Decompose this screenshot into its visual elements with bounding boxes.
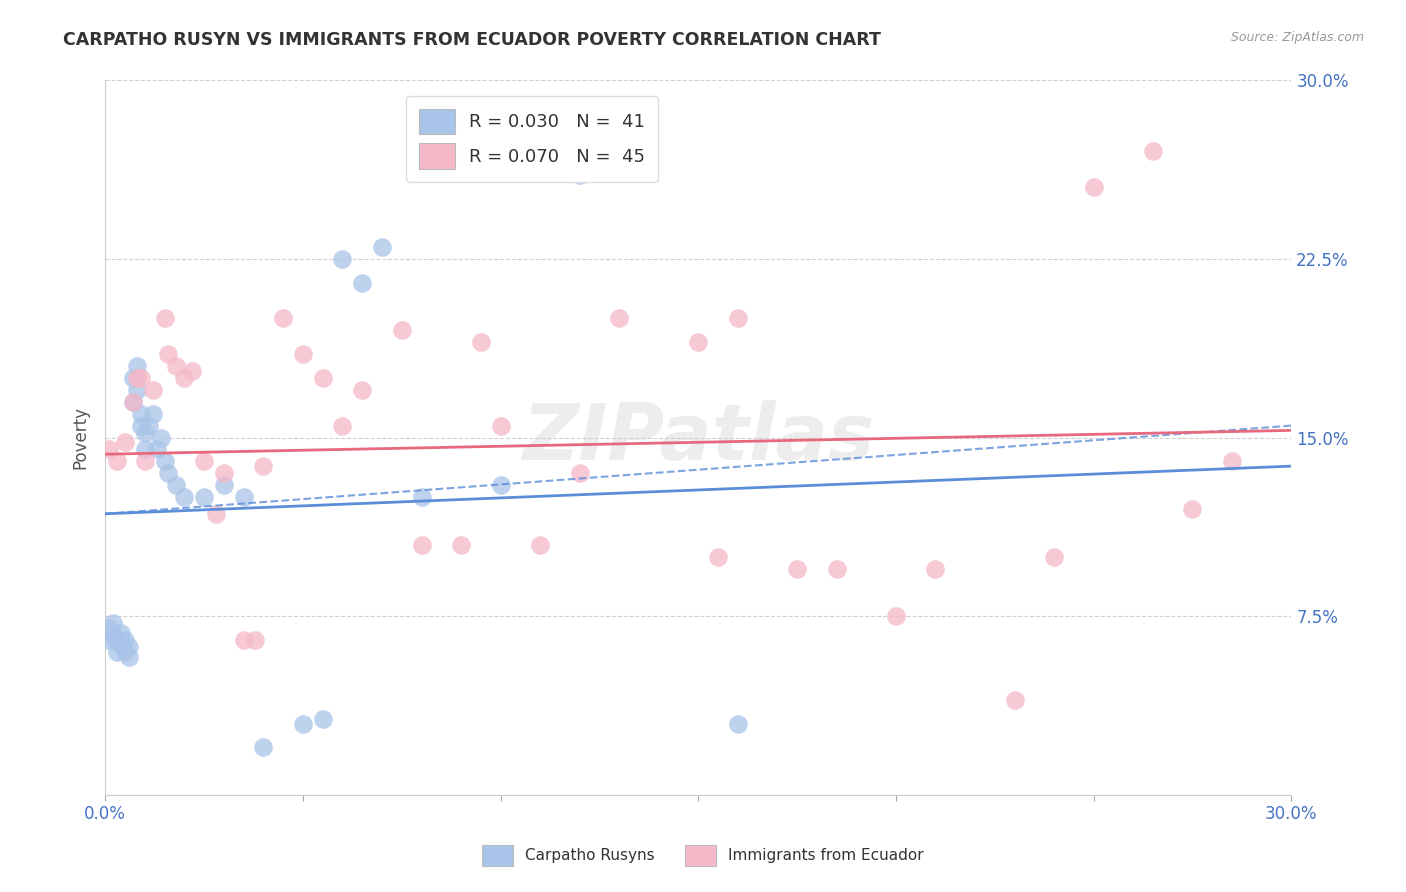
Point xyxy=(122,394,145,409)
Point xyxy=(114,645,136,659)
Legend: Carpatho Rusyns, Immigrants from Ecuador: Carpatho Rusyns, Immigrants from Ecuador xyxy=(474,836,932,875)
Point xyxy=(1142,145,1164,159)
Point xyxy=(1083,180,1105,194)
Point xyxy=(252,740,274,755)
Point xyxy=(332,252,354,266)
Point xyxy=(271,311,294,326)
Point xyxy=(118,640,141,655)
Point xyxy=(924,561,946,575)
Point xyxy=(212,467,235,481)
Point xyxy=(212,478,235,492)
Y-axis label: Poverty: Poverty xyxy=(72,406,89,469)
Point xyxy=(489,418,512,433)
Point xyxy=(232,633,254,648)
Point xyxy=(153,454,176,468)
Point xyxy=(165,359,187,373)
Point xyxy=(142,407,165,421)
Point xyxy=(125,383,148,397)
Point xyxy=(110,638,132,652)
Point xyxy=(1181,502,1204,516)
Point xyxy=(450,538,472,552)
Point xyxy=(688,335,710,350)
Point xyxy=(252,459,274,474)
Point xyxy=(193,490,215,504)
Point xyxy=(193,454,215,468)
Point xyxy=(411,490,433,504)
Point xyxy=(786,561,808,575)
Point xyxy=(105,454,128,468)
Point xyxy=(122,394,145,409)
Point xyxy=(105,645,128,659)
Point xyxy=(568,169,591,183)
Point xyxy=(173,490,195,504)
Point xyxy=(138,418,160,433)
Point xyxy=(142,383,165,397)
Point xyxy=(568,467,591,481)
Point xyxy=(114,633,136,648)
Point xyxy=(129,418,152,433)
Point xyxy=(371,240,394,254)
Point xyxy=(607,311,630,326)
Point xyxy=(489,478,512,492)
Point xyxy=(1004,692,1026,706)
Point xyxy=(1043,549,1066,564)
Legend: R = 0.030   N =  41, R = 0.070   N =  45: R = 0.030 N = 41, R = 0.070 N = 45 xyxy=(406,96,658,182)
Point xyxy=(129,407,152,421)
Point xyxy=(122,371,145,385)
Point xyxy=(157,467,180,481)
Point xyxy=(727,716,749,731)
Text: ZIPatlas: ZIPatlas xyxy=(522,400,875,475)
Point xyxy=(101,616,124,631)
Point xyxy=(149,430,172,444)
Point xyxy=(205,507,228,521)
Point xyxy=(134,454,156,468)
Point xyxy=(727,311,749,326)
Text: Source: ZipAtlas.com: Source: ZipAtlas.com xyxy=(1230,31,1364,45)
Point xyxy=(173,371,195,385)
Point xyxy=(1220,454,1243,468)
Point xyxy=(125,359,148,373)
Point xyxy=(352,383,374,397)
Point xyxy=(105,633,128,648)
Point xyxy=(134,442,156,457)
Point xyxy=(181,364,204,378)
Point xyxy=(470,335,492,350)
Point xyxy=(114,435,136,450)
Point xyxy=(165,478,187,492)
Text: CARPATHO RUSYN VS IMMIGRANTS FROM ECUADOR POVERTY CORRELATION CHART: CARPATHO RUSYN VS IMMIGRANTS FROM ECUADO… xyxy=(63,31,882,49)
Point xyxy=(825,561,848,575)
Point xyxy=(98,442,121,457)
Point xyxy=(529,538,551,552)
Point xyxy=(98,621,121,635)
Point xyxy=(145,442,167,457)
Point xyxy=(311,712,333,726)
Point xyxy=(98,633,121,648)
Point xyxy=(101,628,124,642)
Point xyxy=(157,347,180,361)
Point xyxy=(129,371,152,385)
Point xyxy=(411,538,433,552)
Point xyxy=(110,626,132,640)
Point xyxy=(291,716,314,731)
Point xyxy=(153,311,176,326)
Point xyxy=(707,549,730,564)
Point xyxy=(332,418,354,433)
Point xyxy=(352,276,374,290)
Point xyxy=(311,371,333,385)
Point xyxy=(134,425,156,440)
Point xyxy=(125,371,148,385)
Point xyxy=(232,490,254,504)
Point xyxy=(291,347,314,361)
Point xyxy=(391,323,413,337)
Point xyxy=(884,609,907,624)
Point xyxy=(118,649,141,664)
Point xyxy=(245,633,267,648)
